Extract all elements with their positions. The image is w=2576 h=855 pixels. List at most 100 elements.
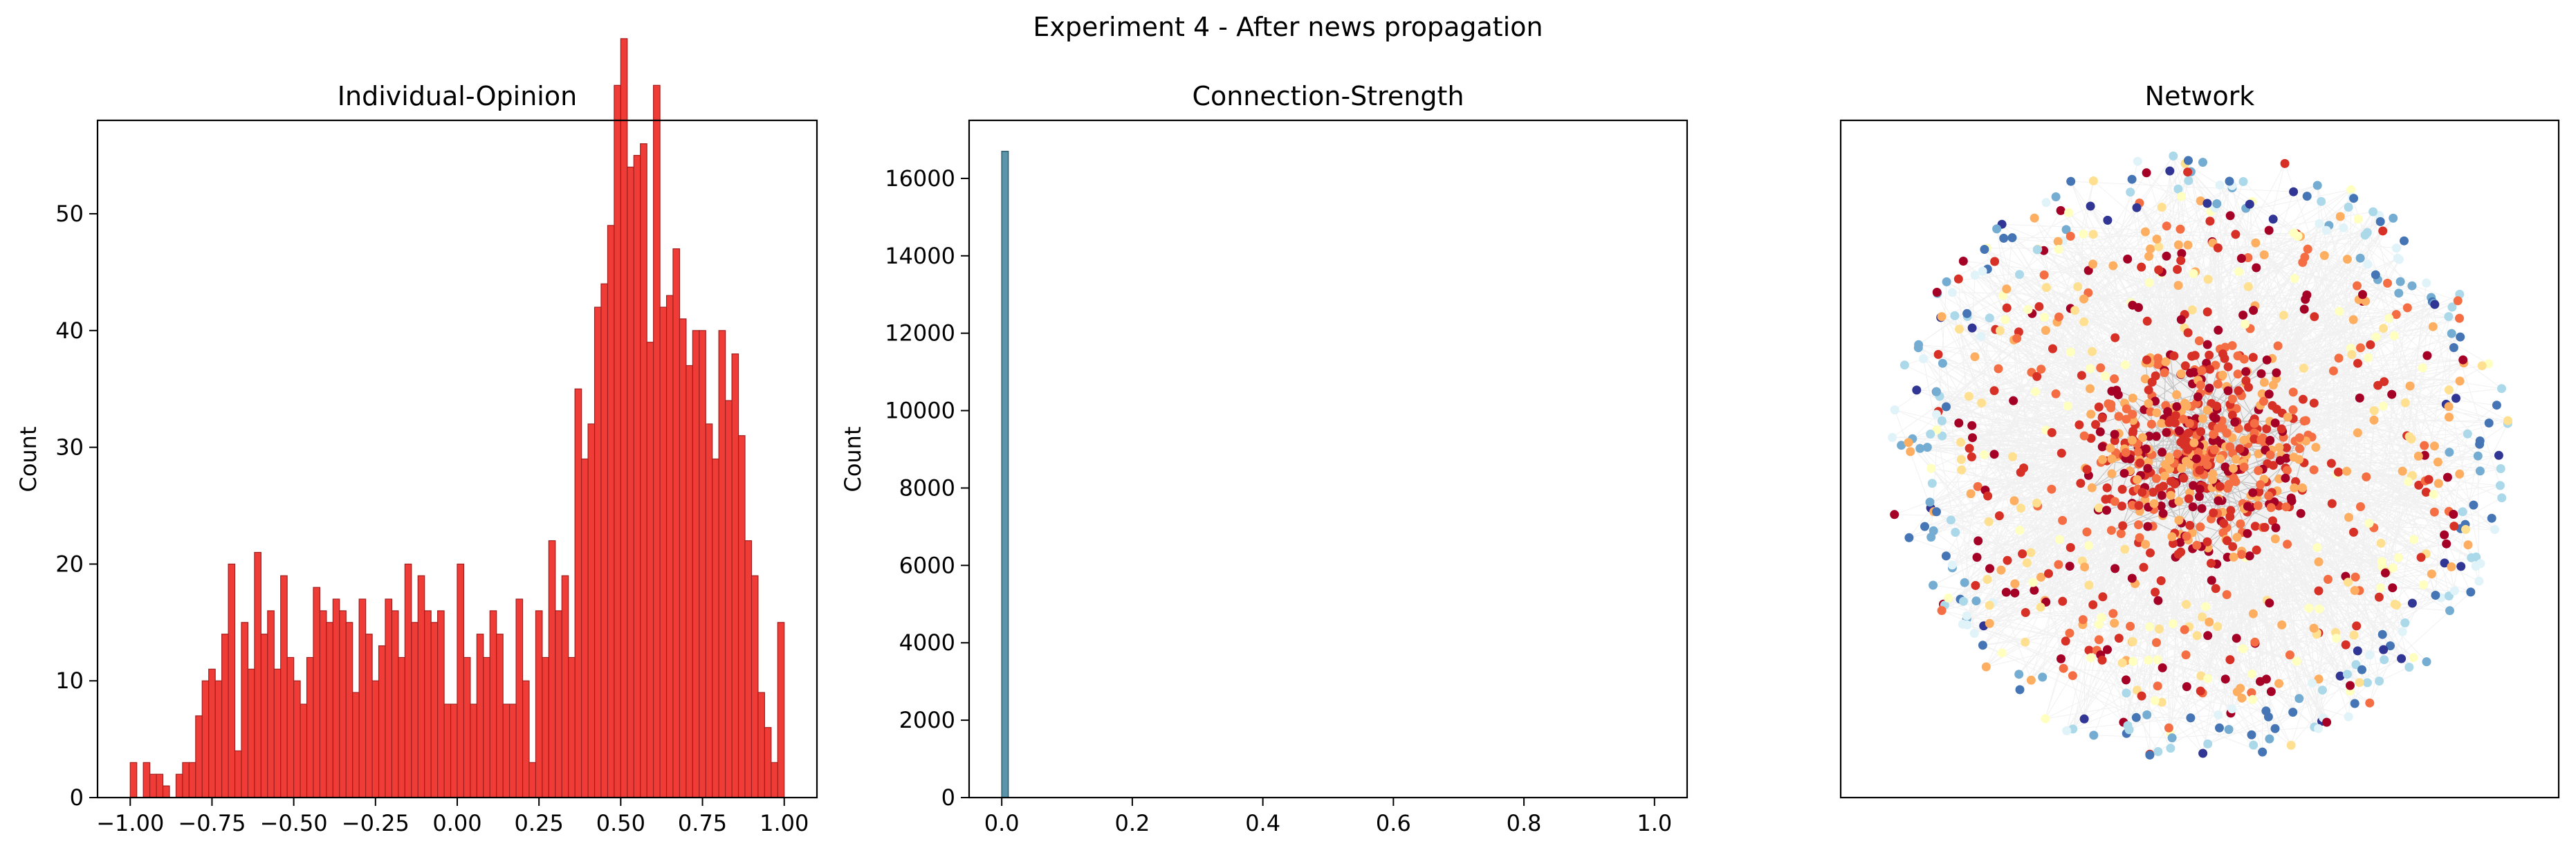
network-node	[2434, 479, 2443, 488]
histogram-bar	[417, 575, 425, 798]
network-node	[2207, 576, 2216, 585]
y-tick-label: 50	[55, 201, 84, 227]
network-node	[2225, 655, 2235, 665]
network-node	[2021, 608, 2030, 617]
network-node	[2239, 435, 2249, 445]
network-node	[2256, 435, 2266, 444]
network-node	[2440, 558, 2449, 568]
network-node	[2202, 537, 2212, 546]
histogram-bar	[699, 330, 706, 798]
network-node	[2195, 484, 2205, 494]
network-node	[2431, 591, 2440, 600]
network-node	[2384, 313, 2394, 323]
network-node	[2420, 441, 2429, 450]
network-node	[2243, 502, 2252, 511]
network-node	[2026, 548, 2036, 558]
network-node	[2078, 615, 2088, 625]
network-node	[2390, 600, 2400, 609]
network-node	[2298, 483, 2307, 493]
network-node	[2162, 251, 2171, 261]
network-node	[1942, 402, 1951, 412]
network-node	[2141, 444, 2151, 454]
histogram-bar	[568, 656, 576, 798]
network-node	[1888, 432, 1897, 442]
network-node	[1954, 419, 1964, 428]
histogram-bar	[129, 762, 138, 798]
network-node	[2310, 312, 2319, 322]
network-node	[1967, 452, 1976, 461]
network-node	[2374, 592, 2384, 602]
network-node	[2365, 698, 2375, 708]
network-node	[2216, 454, 2225, 463]
network-node	[2379, 645, 2389, 654]
network-node	[2205, 365, 2215, 374]
network-node	[2380, 568, 2390, 578]
network-node	[1972, 553, 1982, 562]
network-node	[2076, 479, 2086, 488]
network-node	[2407, 598, 2417, 608]
network-node	[2182, 531, 2191, 541]
network-node	[2095, 427, 2105, 436]
network-node	[2198, 158, 2207, 167]
histogram-bar	[614, 84, 621, 798]
histogram-bar	[542, 656, 549, 798]
network-node	[2466, 587, 2476, 597]
network-node	[2233, 351, 2243, 360]
histogram-bar	[725, 400, 733, 798]
network-node	[2108, 609, 2118, 618]
network-node	[2344, 513, 2353, 522]
network-node	[2243, 528, 2252, 538]
network-node	[2120, 360, 2130, 369]
network-node	[2087, 483, 2097, 493]
network-node	[2057, 448, 2066, 458]
network-node	[2282, 466, 2292, 475]
histogram-bar	[234, 750, 242, 798]
histogram-bar	[430, 622, 439, 798]
network-node	[2051, 192, 2061, 201]
network-node	[2128, 394, 2137, 403]
network-node	[2357, 665, 2366, 674]
network-node	[2380, 655, 2389, 665]
network-node	[2089, 730, 2099, 740]
network-node	[2321, 226, 2331, 235]
network-node	[2015, 270, 2024, 279]
network-node	[2257, 389, 2267, 398]
network-node	[1899, 360, 1909, 370]
network-node	[2281, 473, 2290, 483]
network-node	[2191, 454, 2201, 463]
network-node	[2445, 412, 2454, 422]
network-node	[2154, 242, 2164, 252]
network-node	[2259, 250, 2269, 259]
network-node	[2189, 367, 2199, 377]
network-node	[2001, 587, 2011, 597]
y-tick-label: 8000	[899, 475, 955, 501]
network-node	[2387, 389, 2397, 399]
network-node	[2475, 436, 2485, 445]
network-node	[2097, 413, 2107, 423]
network-node	[2146, 244, 2155, 254]
network-node	[2061, 225, 2071, 235]
histogram-bar	[221, 634, 229, 798]
histogram-bar	[188, 762, 196, 798]
network-node	[2065, 628, 2074, 638]
network-node	[2349, 194, 2359, 203]
network-node	[2139, 562, 2149, 572]
network-node	[2407, 281, 2417, 291]
network-node	[2497, 384, 2506, 394]
axis-ticks: −1.00 −0.75 −0.50 −0.25 0.00 0.25 0.50 0.75 1.00…	[55, 201, 809, 836]
network-node	[2455, 376, 2465, 386]
network-node	[2054, 244, 2063, 254]
network-node	[1962, 309, 1972, 318]
histogram-bar	[594, 306, 602, 798]
network-node	[1937, 606, 1947, 616]
network-node	[2394, 255, 2404, 264]
network-node	[2314, 586, 2324, 596]
network-node	[2058, 515, 2068, 525]
network-node	[1999, 233, 2009, 243]
network-node	[2196, 686, 2205, 696]
histogram-bar	[737, 435, 746, 798]
network-node	[2041, 283, 2051, 293]
network-node	[2237, 550, 2246, 559]
network-node	[2324, 575, 2333, 584]
network-node	[2273, 341, 2283, 351]
